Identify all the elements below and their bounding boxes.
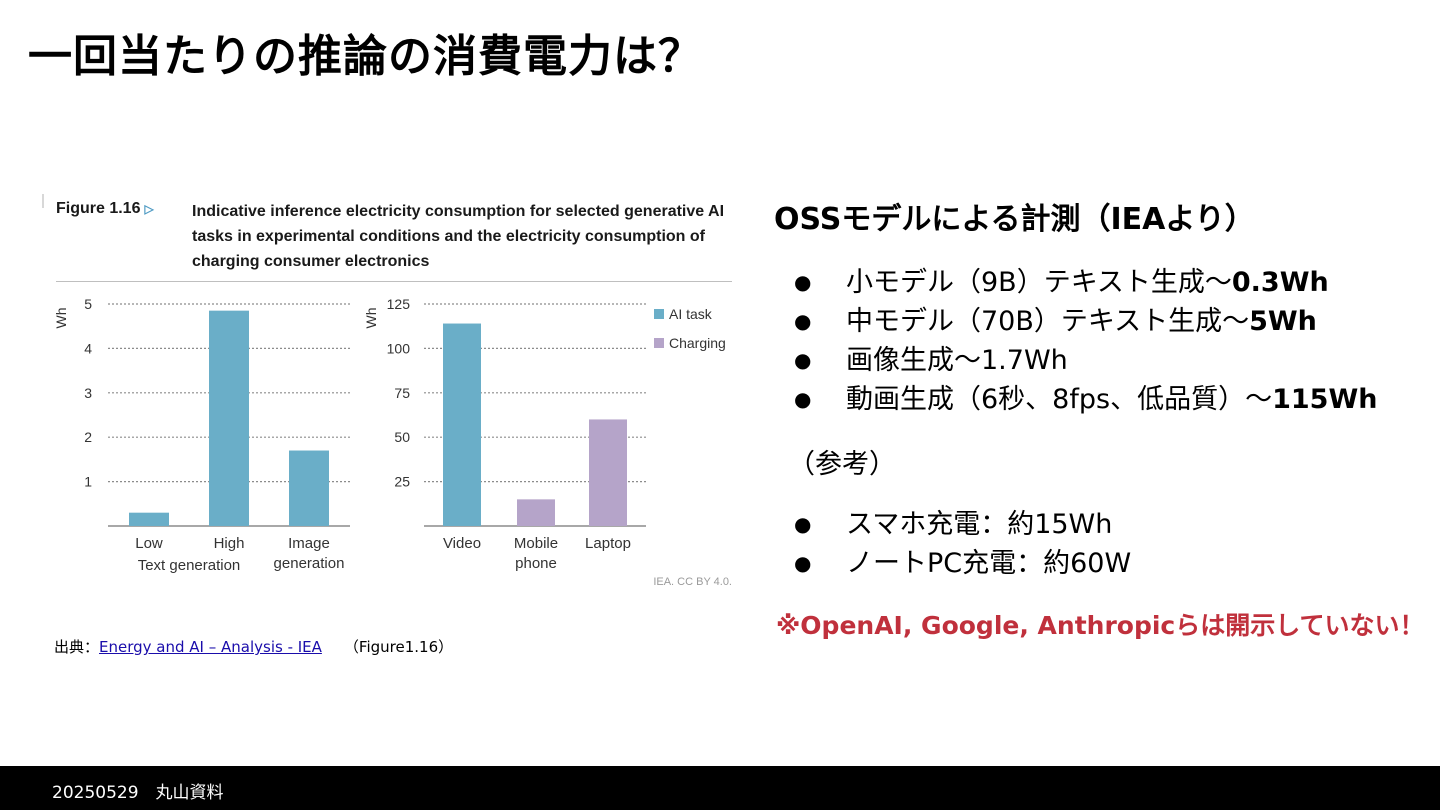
x-tick-label: Video [443,535,481,552]
x-tick-label: High [214,535,245,552]
bullet-icon: ● [794,348,812,372]
item-text: ノートPC充電：約60W [846,548,1132,579]
bar [589,419,627,526]
disclosure-notice: ※OpenAI, Google, Anthropicらは開示していない！ [776,611,1425,640]
bullet-icon: ● [794,551,812,575]
iea-figure: Figure 1.16 ▷ Indicative inference electr… [40,192,740,602]
measurement-title: OSSモデルによる計測（IEAより） [774,202,1255,237]
item-value: 0.3Wh [1231,267,1329,298]
y-axis-label: Wh [53,308,69,329]
figure-credit: IEA. CC BY 4.0. [653,576,732,588]
figure-divider [56,281,732,282]
list-item: ● ノートPC充電：約60W [790,544,1131,583]
x-tick-label: Laptop [585,535,631,552]
list-item: ● 画像生成〜1.7Wh [790,341,1377,380]
bar-charts: 1 2 3 4 5 Wh Low High Image generation Text genera… [53,296,726,574]
list-item: ● 動画生成（6秒、8fps、低品質）〜115Wh [790,380,1377,419]
slide-title: 一回当たりの推論の消費電力は？ [28,31,703,82]
x-tick-label: Low [135,535,163,552]
y-tick-label: 2 [84,429,92,445]
triangle-icon: ▷ [144,202,154,216]
item-value: 5Wh [1249,306,1317,337]
footer-text: 20250529 丸山資料 [52,783,224,803]
y-tick-label: 5 [84,296,92,312]
y-tick-label: 1 [84,474,92,490]
item-text: 画像生成〜1.7Wh [846,345,1068,376]
item-text: 中モデル（70B）テキスト生成〜 [846,306,1250,337]
item-text: 動画生成（6秒、8fps、低品質）〜 [846,384,1273,415]
reference-list: ● スマホ充電：約15Wh ● ノートPC充電：約60W [790,505,1131,583]
item-text: スマホ充電：約15Wh [846,509,1113,540]
source-line: 出典：Energy and AI – Analysis - IEA （Figure… [54,636,453,657]
legend-swatch [654,309,664,319]
legend-label: Charging [669,335,726,351]
list-item: ● 中モデル（70B）テキスト生成〜5Wh [790,302,1377,341]
y-tick-label: 100 [387,340,411,356]
source-prefix: 出典： [54,638,100,656]
legend-swatch [654,338,664,348]
bullet-icon: ● [794,309,812,333]
y-tick-label: 4 [84,340,92,356]
x-tick-label: generation [274,555,345,572]
item-text: 小モデル（9B）テキスト生成〜 [846,267,1232,298]
y-axis-label: Wh [363,308,379,329]
item-value: 115Wh [1272,384,1378,415]
bullet-icon: ● [794,512,812,536]
measurement-list: ● 小モデル（9B）テキスト生成〜0.3Wh ● 中モデル（70B）テキスト生成〜5… [790,263,1377,419]
y-tick-label: 3 [84,385,92,401]
figure-label: Figure 1.16 ▷ [56,200,154,218]
footer-bar: 20250529 丸山資料 [0,766,1440,810]
y-tick-label: 25 [394,474,410,490]
bar [443,323,481,526]
figure-number: Figure 1.16 [56,200,141,217]
figure-caption: Indicative inference electricity consump… [192,203,725,270]
list-item: ● 小モデル（9B）テキスト生成〜0.3Wh [790,263,1377,302]
x-tick-label: phone [515,555,557,572]
group-label: Text generation [138,557,241,574]
y-tick-label: 75 [394,385,410,401]
y-tick-label: 50 [394,429,410,445]
source-link[interactable]: Energy and AI – Analysis - IEA [99,638,322,656]
legend-label: AI task [669,306,713,322]
bar [289,450,329,526]
source-figure-ref: （Figure1.16） [343,638,454,656]
x-tick-label: Image [288,535,330,552]
bullet-icon: ● [794,387,812,411]
y-tick-label: 125 [387,296,411,312]
list-item: ● スマホ充電：約15Wh [790,505,1131,544]
reference-label: （参考） [788,449,896,480]
bar [517,499,555,526]
bullet-icon: ● [794,270,812,294]
bar [129,512,169,526]
bar [209,310,249,526]
figure-accent-bar [42,194,44,208]
x-tick-label: Mobile [514,535,558,552]
